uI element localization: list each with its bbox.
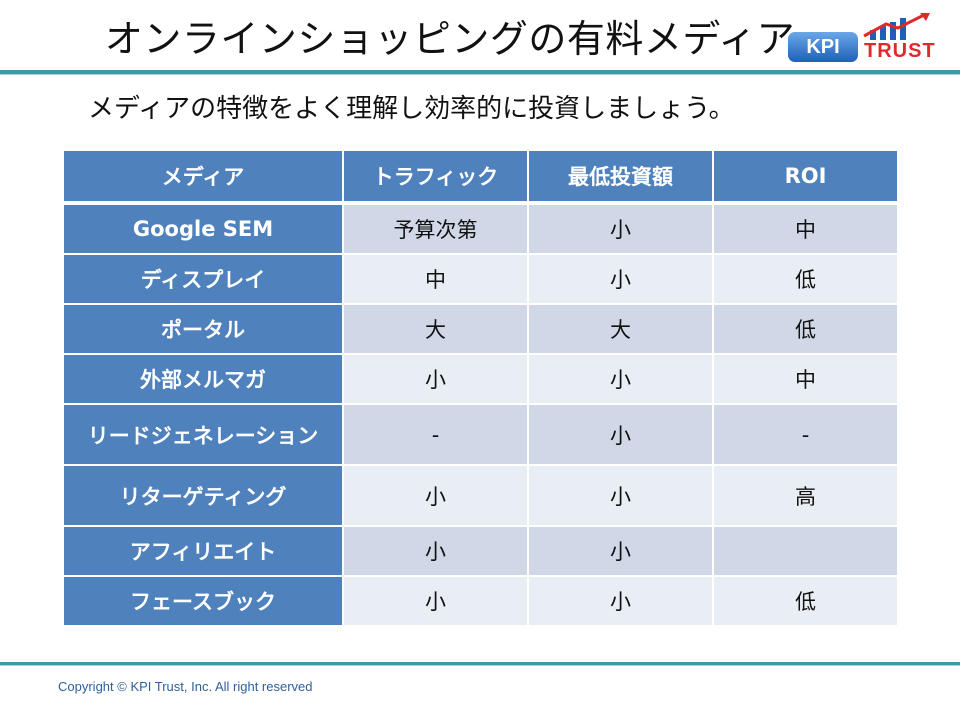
bar-graph-icon <box>863 12 930 40</box>
column-header-media: メディア <box>64 151 344 205</box>
cell-traffic: 大 <box>344 305 529 355</box>
header-divider-light <box>0 74 960 75</box>
cell-roi: 低 <box>714 305 899 355</box>
table-row: アフィリエイト 小 小 <box>64 527 899 577</box>
media-comparison-table: メディア トラフィック 最低投資額 ROI Google SEM 予算次第 小 … <box>64 151 899 627</box>
table-row: ディスプレイ 中 小 低 <box>64 255 899 305</box>
table-header-row: メディア トラフィック 最低投資額 ROI <box>64 151 899 205</box>
cell-roi: - <box>714 405 899 466</box>
slide-subtitle: メディアの特徴をよく理解し効率的に投資しましょう。 <box>88 94 735 124</box>
cell-min-investment: 小 <box>529 355 714 405</box>
table-row: リードジェネレーション - 小 - <box>64 405 899 466</box>
table-row: リターゲティング 小 小 高 <box>64 466 899 527</box>
logo-kpi-box: KPI <box>788 32 858 62</box>
kpi-trust-logo: KPI TRUST <box>788 12 938 62</box>
copyright-footer: Copyright © KPI Trust, Inc. All right re… <box>58 679 313 694</box>
row-media: Google SEM <box>64 205 344 255</box>
cell-traffic: 小 <box>344 527 529 577</box>
footer-divider-light <box>0 665 960 666</box>
cell-traffic: - <box>344 405 529 466</box>
cell-traffic: 小 <box>344 355 529 405</box>
cell-min-investment: 小 <box>529 577 714 627</box>
row-media: リターゲティング <box>64 466 344 527</box>
cell-roi <box>714 527 899 577</box>
cell-traffic: 中 <box>344 255 529 305</box>
table-row: 外部メルマガ 小 小 中 <box>64 355 899 405</box>
row-media: リードジェネレーション <box>64 405 344 466</box>
cell-min-investment: 小 <box>529 255 714 305</box>
cell-min-investment: 小 <box>529 466 714 527</box>
column-header-min-investment: 最低投資額 <box>529 151 714 205</box>
cell-min-investment: 大 <box>529 305 714 355</box>
logo-trust-word: TRUST <box>864 40 936 62</box>
row-media: アフィリエイト <box>64 527 344 577</box>
table-row: フェースブック 小 小 低 <box>64 577 899 627</box>
table-row: ポータル 大 大 低 <box>64 305 899 355</box>
cell-roi: 中 <box>714 205 899 255</box>
cell-min-investment: 小 <box>529 405 714 466</box>
row-media: ポータル <box>64 305 344 355</box>
header-divider <box>0 70 960 74</box>
slide-title: オンラインショッピングの有料メディア <box>104 17 796 61</box>
cell-roi: 低 <box>714 577 899 627</box>
cell-traffic: 小 <box>344 466 529 527</box>
cell-roi: 高 <box>714 466 899 527</box>
table-row: Google SEM 予算次第 小 中 <box>64 205 899 255</box>
cell-traffic: 予算次第 <box>344 205 529 255</box>
row-media: フェースブック <box>64 577 344 627</box>
column-header-traffic: トラフィック <box>344 151 529 205</box>
row-media: 外部メルマガ <box>64 355 344 405</box>
cell-roi: 低 <box>714 255 899 305</box>
cell-min-investment: 小 <box>529 527 714 577</box>
column-header-roi: ROI <box>714 151 899 205</box>
row-media: ディスプレイ <box>64 255 344 305</box>
cell-traffic: 小 <box>344 577 529 627</box>
cell-roi: 中 <box>714 355 899 405</box>
cell-min-investment: 小 <box>529 205 714 255</box>
footer-divider <box>0 662 960 665</box>
